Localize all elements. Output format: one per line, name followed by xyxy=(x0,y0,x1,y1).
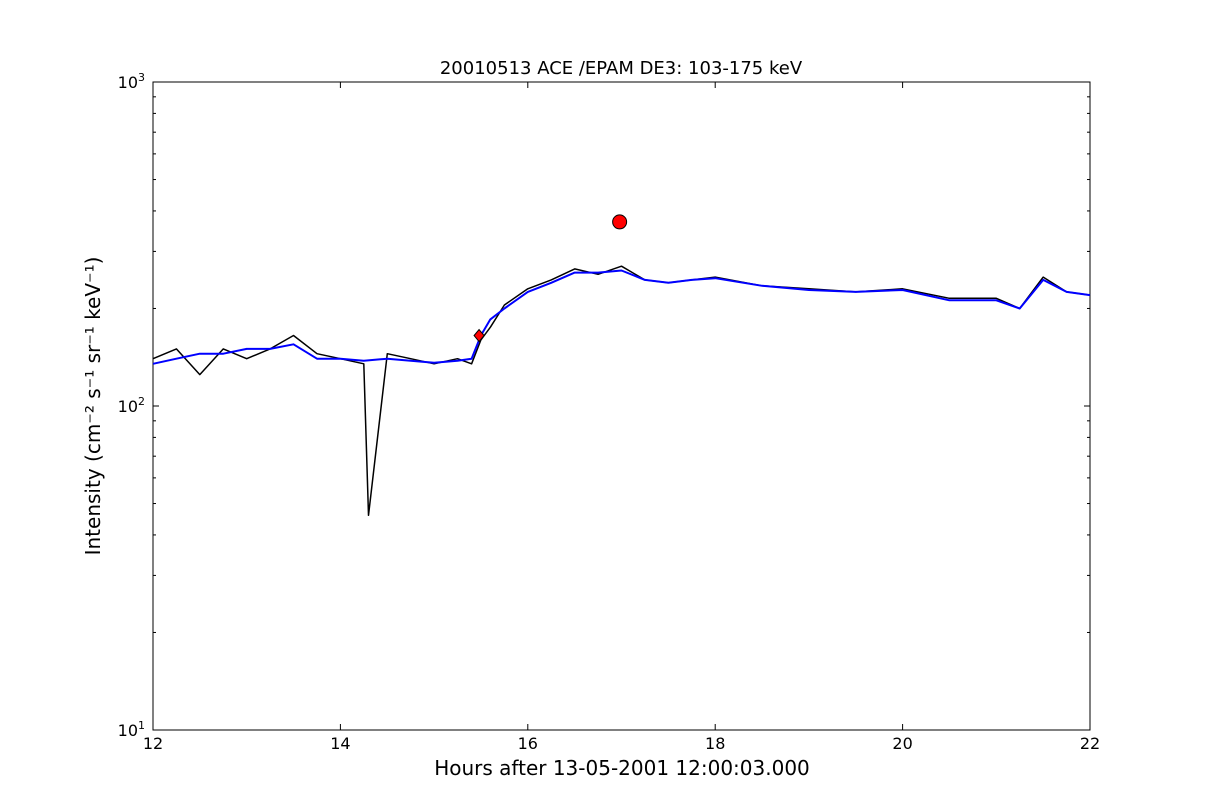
series-line-smoothed xyxy=(152,269,1091,365)
y-axis-label: Intensity (cm⁻² s⁻¹ sr⁻¹ keV⁻¹) xyxy=(81,257,105,556)
x-tick-label: 20 xyxy=(892,734,912,753)
marker-circle xyxy=(612,214,628,230)
x-tick-label: 14 xyxy=(330,734,350,753)
x-tick-label: 12 xyxy=(143,734,163,753)
markers-layer xyxy=(473,214,628,343)
x-tick-label: 16 xyxy=(518,734,538,753)
marker-diamond xyxy=(473,328,485,343)
x-tick-label: 22 xyxy=(1080,734,1100,753)
x-tick-label: 18 xyxy=(705,734,725,753)
chart-title: 20010513 ACE /EPAM DE3: 103-175 keV xyxy=(440,58,803,79)
plot-area: 12 14 16 18 20 22 101 102 103 xyxy=(118,71,1101,753)
y-tick-label: 102 xyxy=(118,395,145,416)
series-layer xyxy=(152,265,1091,517)
x-axis-label: Hours after 13-05-2001 12:00:03.000 xyxy=(434,756,810,780)
ticks-layer: 12 14 16 18 20 22 101 102 103 xyxy=(118,71,1101,753)
y-tick-label: 101 xyxy=(118,719,145,740)
y-tick-label: 103 xyxy=(118,71,145,92)
